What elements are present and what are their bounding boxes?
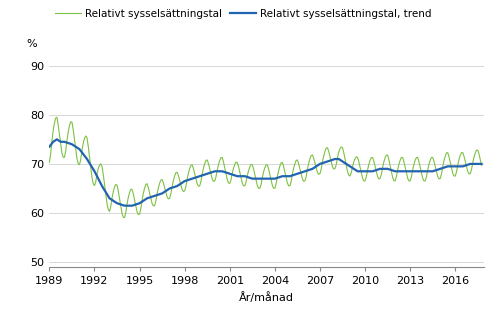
Relativt sysselsättningstal — [440, 165, 446, 169]
X-axis label: År/månad: År/månad — [239, 292, 294, 303]
Relativt sysselsättningstal, trend — [407, 169, 413, 173]
Relativt sysselsättningstal — [173, 171, 179, 175]
Relativt sysselsättningstal — [124, 202, 130, 206]
Relativt sysselsättningstal, trend — [173, 184, 179, 188]
Relativt sysselsättningstal, trend — [46, 145, 52, 149]
Legend: Relativt sysselsättningstal, Relativt sysselsättningstal, trend: Relativt sysselsättningstal, Relativt sy… — [55, 9, 432, 18]
Relativt sysselsättningstal, trend — [440, 166, 446, 170]
Relativt sysselsättningstal, trend — [124, 204, 130, 208]
Relativt sysselsättningstal — [409, 175, 414, 179]
Y-axis label: %: % — [27, 39, 38, 49]
Relativt sysselsättningstal, trend — [54, 137, 60, 141]
Relativt sysselsättningstal — [407, 179, 413, 183]
Relativt sysselsättningstal — [46, 160, 52, 164]
Relativt sysselsättningstal — [479, 163, 485, 167]
Relativt sysselsättningstal — [382, 156, 388, 160]
Relativt sysselsättningstal — [54, 115, 60, 119]
Relativt sysselsättningstal, trend — [382, 167, 388, 171]
Relativt sysselsättningstal — [122, 216, 127, 219]
Relativt sysselsättningstal, trend — [122, 204, 127, 208]
Relativt sysselsättningstal, trend — [409, 169, 414, 173]
Relativt sysselsättningstal, trend — [479, 162, 485, 166]
Line: Relativt sysselsättningstal, trend: Relativt sysselsättningstal, trend — [49, 139, 482, 206]
Line: Relativt sysselsättningstal: Relativt sysselsättningstal — [49, 117, 482, 218]
